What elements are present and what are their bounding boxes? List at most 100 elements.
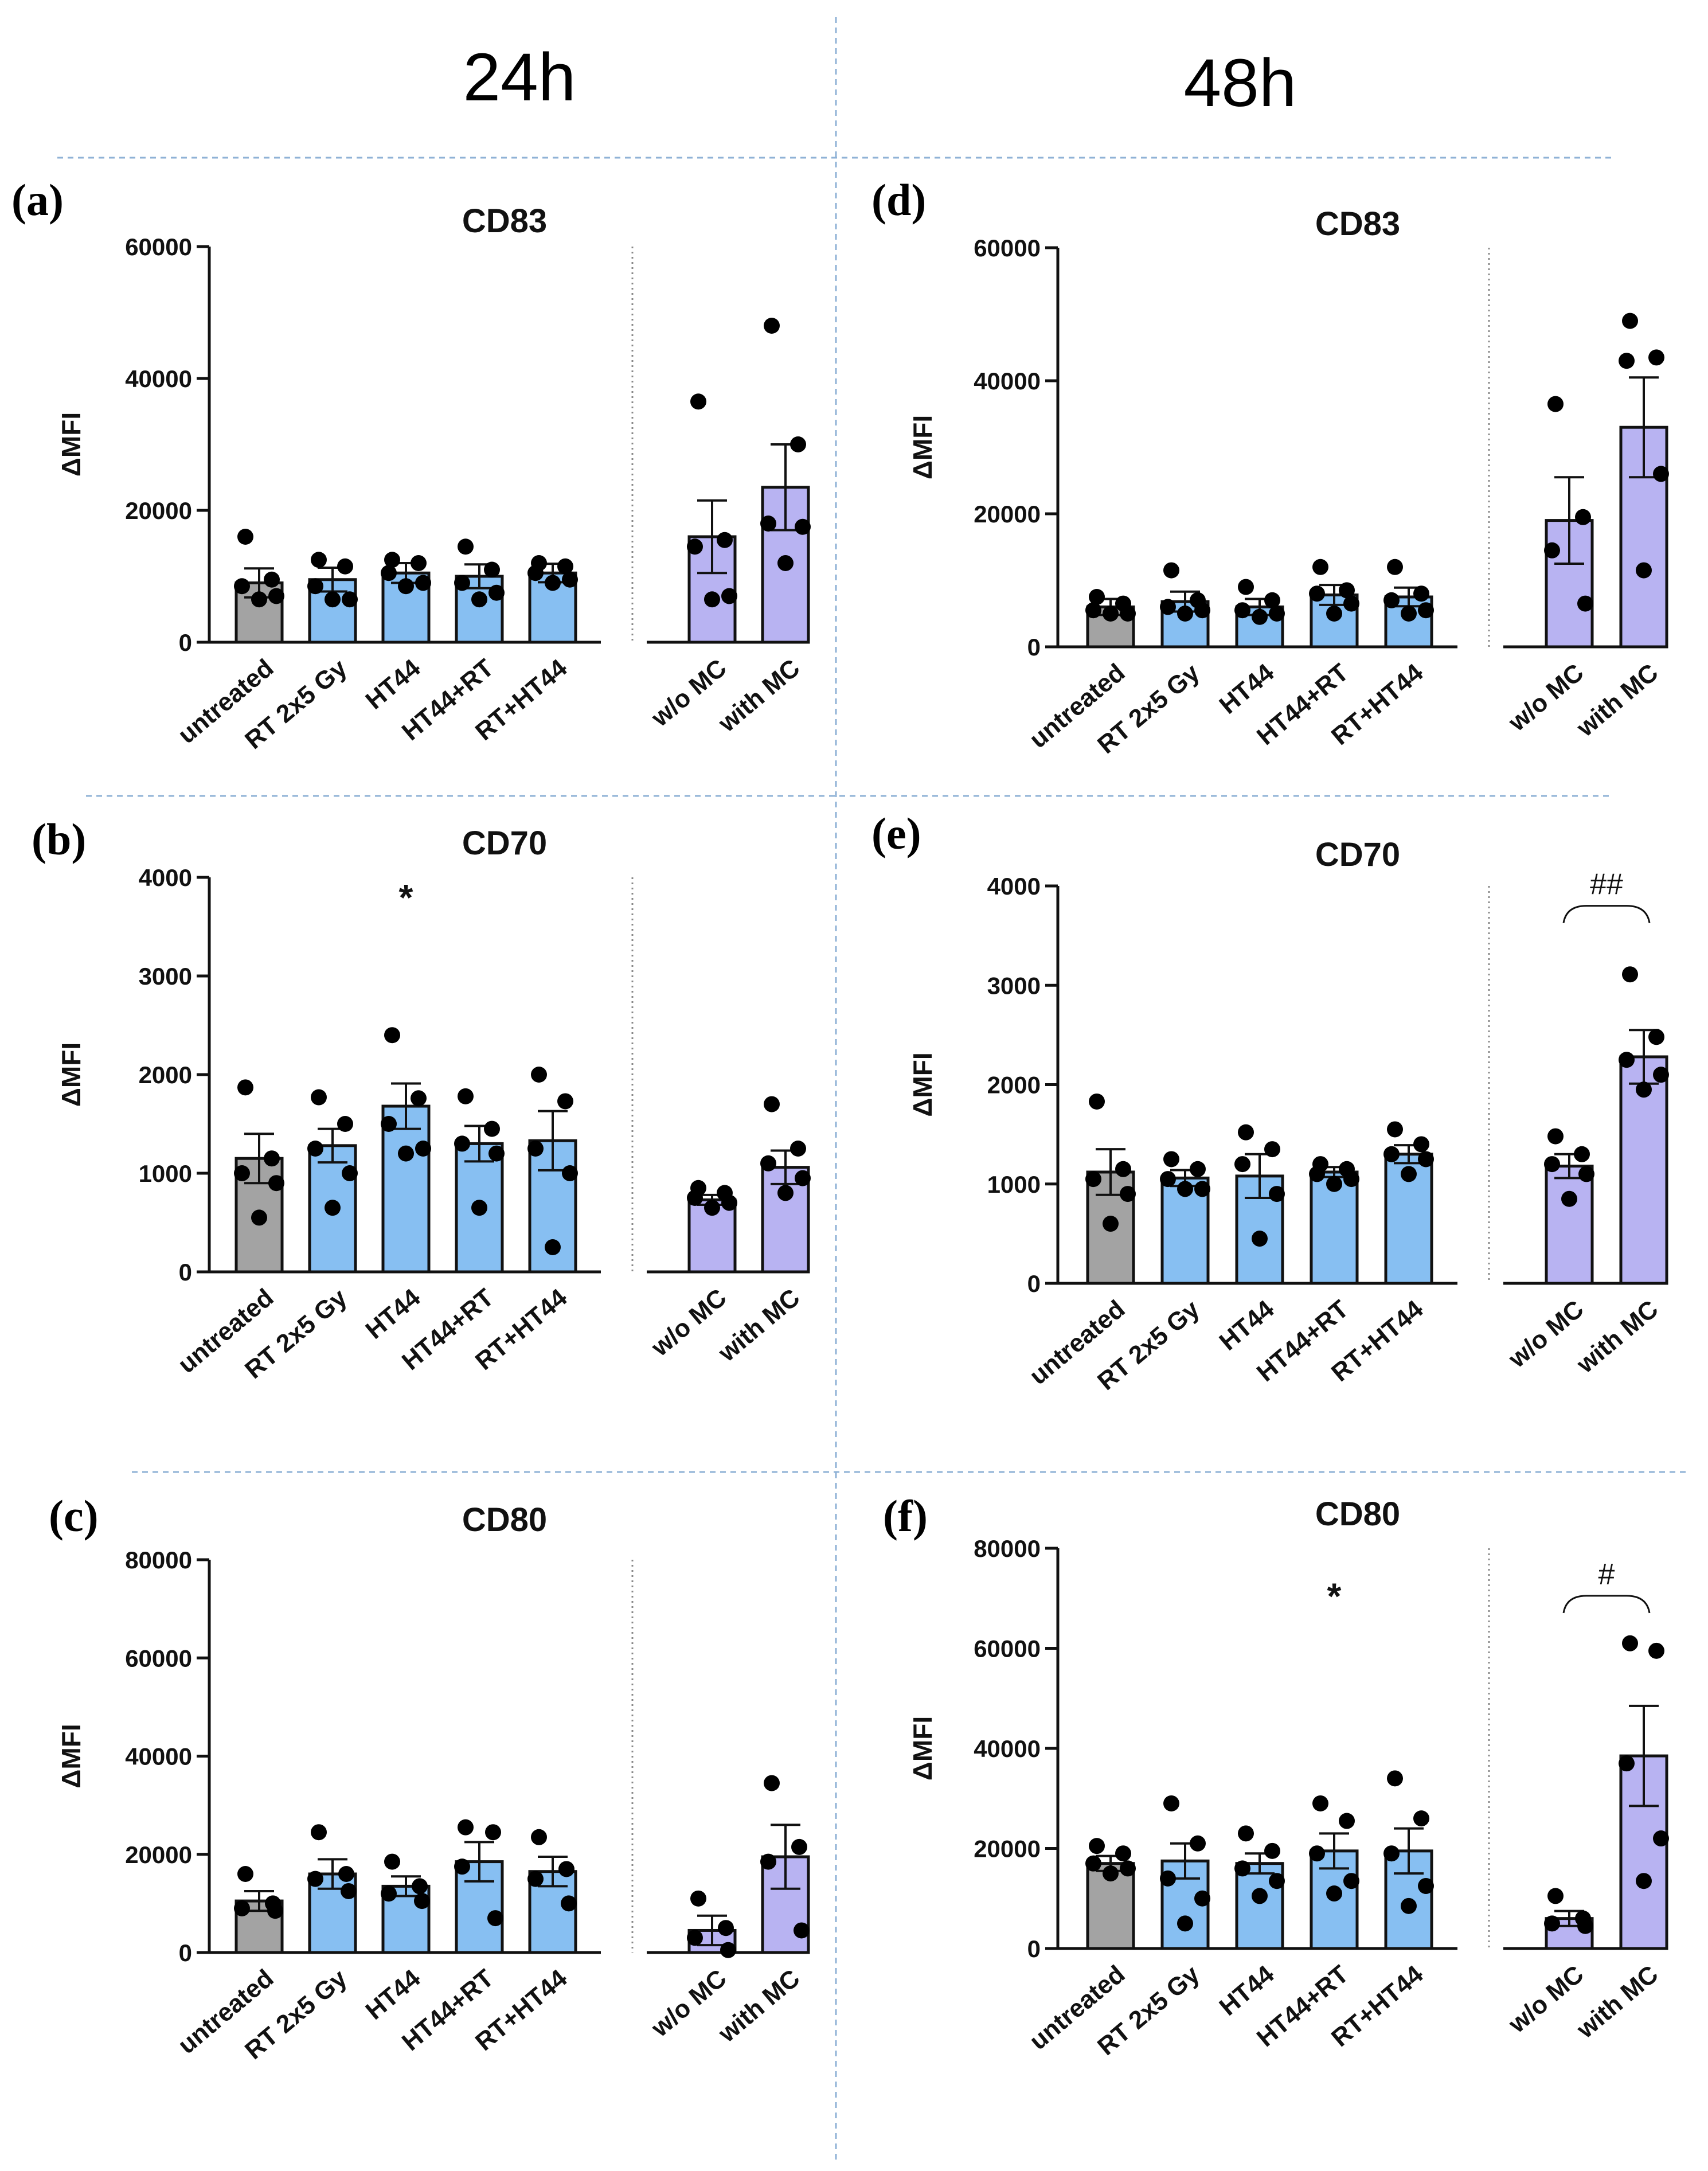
panel-letter: (c) [49,1491,99,1541]
data-point [1383,1146,1400,1162]
data-point [1269,1186,1285,1202]
data-point [264,571,280,588]
y-tick-label: 0 [1027,1270,1041,1297]
data-point [1547,1888,1564,1904]
data-point [1575,509,1591,525]
column-title-48h: 48h [1184,45,1297,121]
data-point [1622,966,1638,983]
data-point [381,1885,397,1902]
panel-letter: (a) [11,175,64,225]
bar-w-o-mc [1545,1165,1594,1285]
significance-star: * [399,877,413,918]
data-point [1264,1842,1280,1859]
significance-hash: # [1598,1558,1615,1591]
data-point [1387,1121,1403,1138]
data-point [1387,559,1403,575]
data-point [1103,1865,1119,1882]
data-point [777,1185,794,1201]
data-point [311,1824,327,1841]
y-tick-label: 20000 [125,1841,192,1868]
data-point [545,575,561,591]
data-point [1339,582,1355,599]
data-point [717,532,733,548]
panel-letter: (e) [871,809,921,858]
y-tick-label: 60000 [974,1635,1041,1662]
data-point [764,318,780,334]
data-point [471,1200,487,1216]
data-point [1264,592,1280,608]
data-point [720,1942,736,1958]
data-point [307,578,323,595]
data-point [527,1141,544,1157]
data-point [337,1116,353,1132]
data-point [237,529,253,545]
data-point [311,1089,327,1106]
data-point [760,1853,776,1870]
data-point [1085,1855,1101,1872]
data-point [381,1116,397,1132]
data-point [1619,1755,1635,1772]
data-point [690,1890,706,1907]
data-point [325,591,341,608]
data-point [1326,1885,1342,1902]
y-tick-label: 2000 [139,1061,192,1088]
data-point [1089,1093,1105,1110]
data-point [1190,1161,1206,1177]
data-point [1326,1176,1342,1192]
data-point [1636,562,1652,579]
data-point [1103,606,1119,622]
data-point [415,1141,431,1157]
y-tick-label: 20000 [125,497,192,524]
data-point [1194,602,1210,619]
y-tick-label: 20000 [974,501,1041,528]
data-point [237,1866,253,1882]
data-point [790,1141,806,1157]
data-point [795,518,811,535]
data-point [1089,589,1105,605]
data-point [471,591,487,608]
data-point [687,1930,703,1946]
data-point [1312,1795,1328,1811]
data-point [687,538,703,555]
y-tick-label: 1000 [987,1171,1041,1198]
data-point [557,558,573,575]
data-point [1309,1166,1325,1182]
data-point [1636,1081,1652,1098]
y-tick-label: 3000 [987,972,1041,999]
data-point [704,591,720,608]
data-point [454,1135,470,1152]
y-tick-label: 60000 [974,235,1041,261]
data-point [545,1239,561,1255]
data-point [1103,1216,1119,1232]
data-point [531,1067,547,1083]
data-point [721,1194,737,1211]
data-point [1120,1186,1136,1202]
data-point [1160,599,1176,615]
y-axis-label: ΔMFI [908,1052,937,1116]
data-point [795,1170,811,1186]
data-point [1177,1915,1193,1932]
data-point [1163,1151,1179,1168]
data-point [488,584,505,601]
data-point [411,1090,427,1107]
data-point [1413,1136,1429,1153]
data-point [562,571,578,588]
data-point [1578,1166,1594,1182]
y-tick-label: 1000 [139,1160,192,1187]
data-point [454,1858,470,1875]
data-point [411,555,427,571]
data-point [1574,1146,1590,1162]
data-point [704,1200,720,1216]
data-point [1115,1161,1131,1177]
data-point [1619,353,1635,369]
data-point [1160,1870,1176,1887]
data-point [414,1893,430,1910]
data-point [1234,1156,1250,1173]
data-point [1120,1860,1136,1877]
data-point [1194,1181,1210,1197]
data-point [1194,1890,1210,1907]
y-tick-label: 0 [1027,634,1041,661]
data-point [1269,606,1285,622]
